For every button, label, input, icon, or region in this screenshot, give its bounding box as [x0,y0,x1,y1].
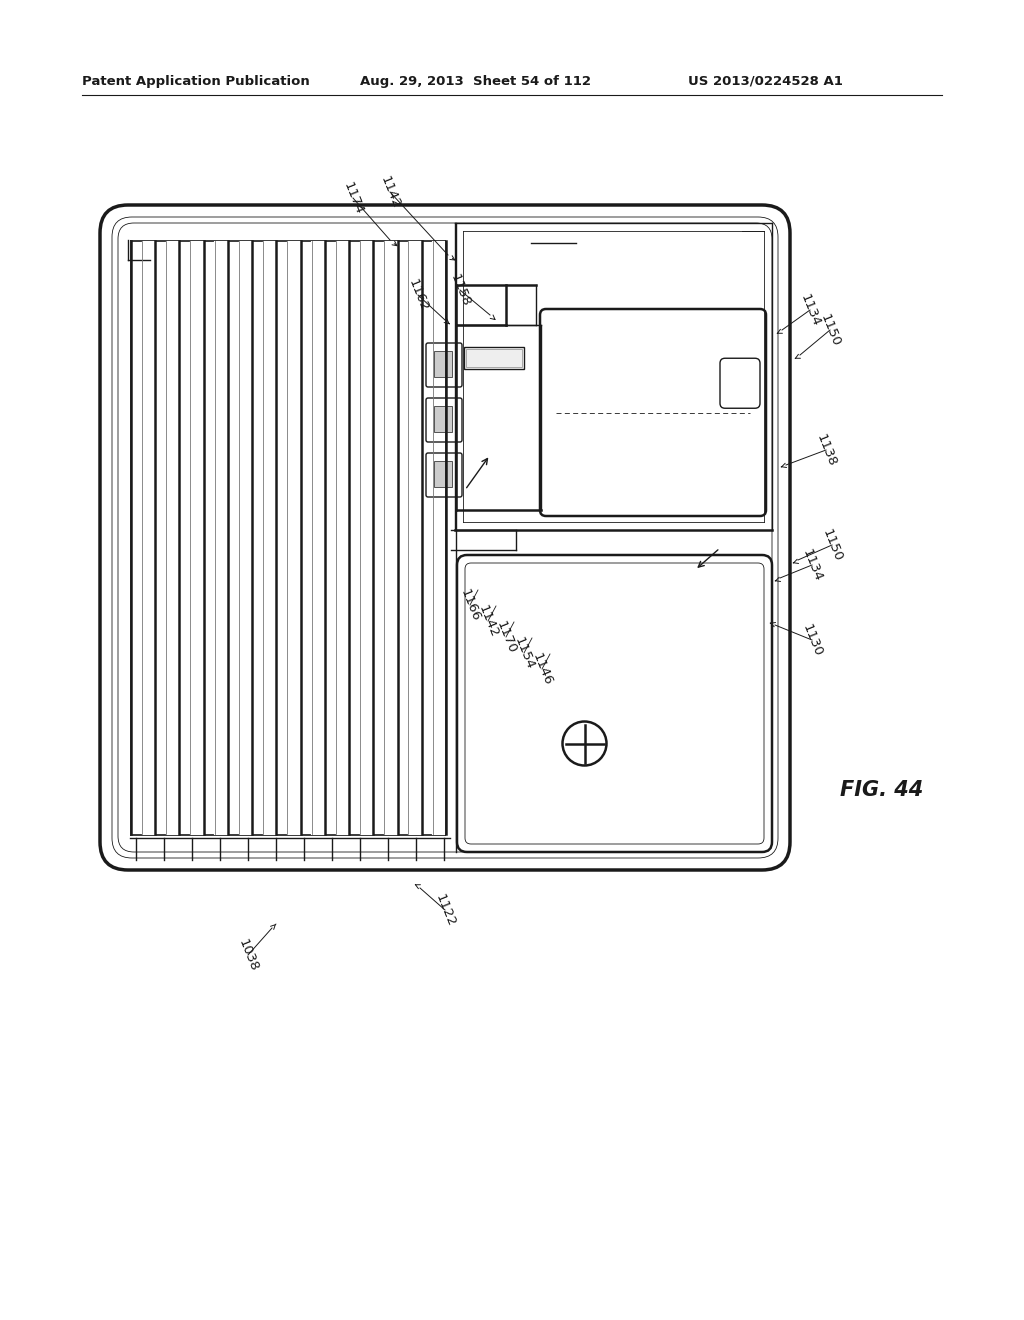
FancyBboxPatch shape [100,205,790,870]
Text: 1162: 1162 [406,277,430,313]
Text: 1134: 1134 [798,292,822,329]
Text: 1154: 1154 [512,635,537,671]
Bar [434,461,452,487]
Text: 1134: 1134 [800,546,824,583]
Text: 1142: 1142 [378,174,402,210]
Text: 1130: 1130 [800,622,824,659]
Text: 1138: 1138 [814,432,839,469]
Text: 1166: 1166 [458,587,482,623]
Bar [434,351,452,378]
Bar [434,407,452,432]
Text: 1150: 1150 [817,312,843,348]
Text: 1142: 1142 [475,603,501,639]
FancyBboxPatch shape [426,453,462,498]
Text: FIG. 44: FIG. 44 [840,780,924,800]
Text: Aug. 29, 2013  Sheet 54 of 112: Aug. 29, 2013 Sheet 54 of 112 [360,75,591,88]
Text: 1122: 1122 [432,892,458,928]
Text: 1150: 1150 [819,527,845,564]
Text: Patent Application Publication: Patent Application Publication [82,75,309,88]
Text: 1146: 1146 [529,651,554,688]
Bar [464,347,524,370]
Text: 1174: 1174 [341,180,366,216]
Bar [466,348,522,367]
Text: 1158: 1158 [447,272,472,308]
FancyBboxPatch shape [457,554,772,851]
FancyBboxPatch shape [720,358,760,408]
FancyBboxPatch shape [426,343,462,387]
Text: 1170: 1170 [494,619,518,655]
FancyBboxPatch shape [426,399,462,442]
FancyBboxPatch shape [540,309,766,516]
Text: 1038: 1038 [236,937,260,973]
Text: US 2013/0224528 A1: US 2013/0224528 A1 [688,75,843,88]
